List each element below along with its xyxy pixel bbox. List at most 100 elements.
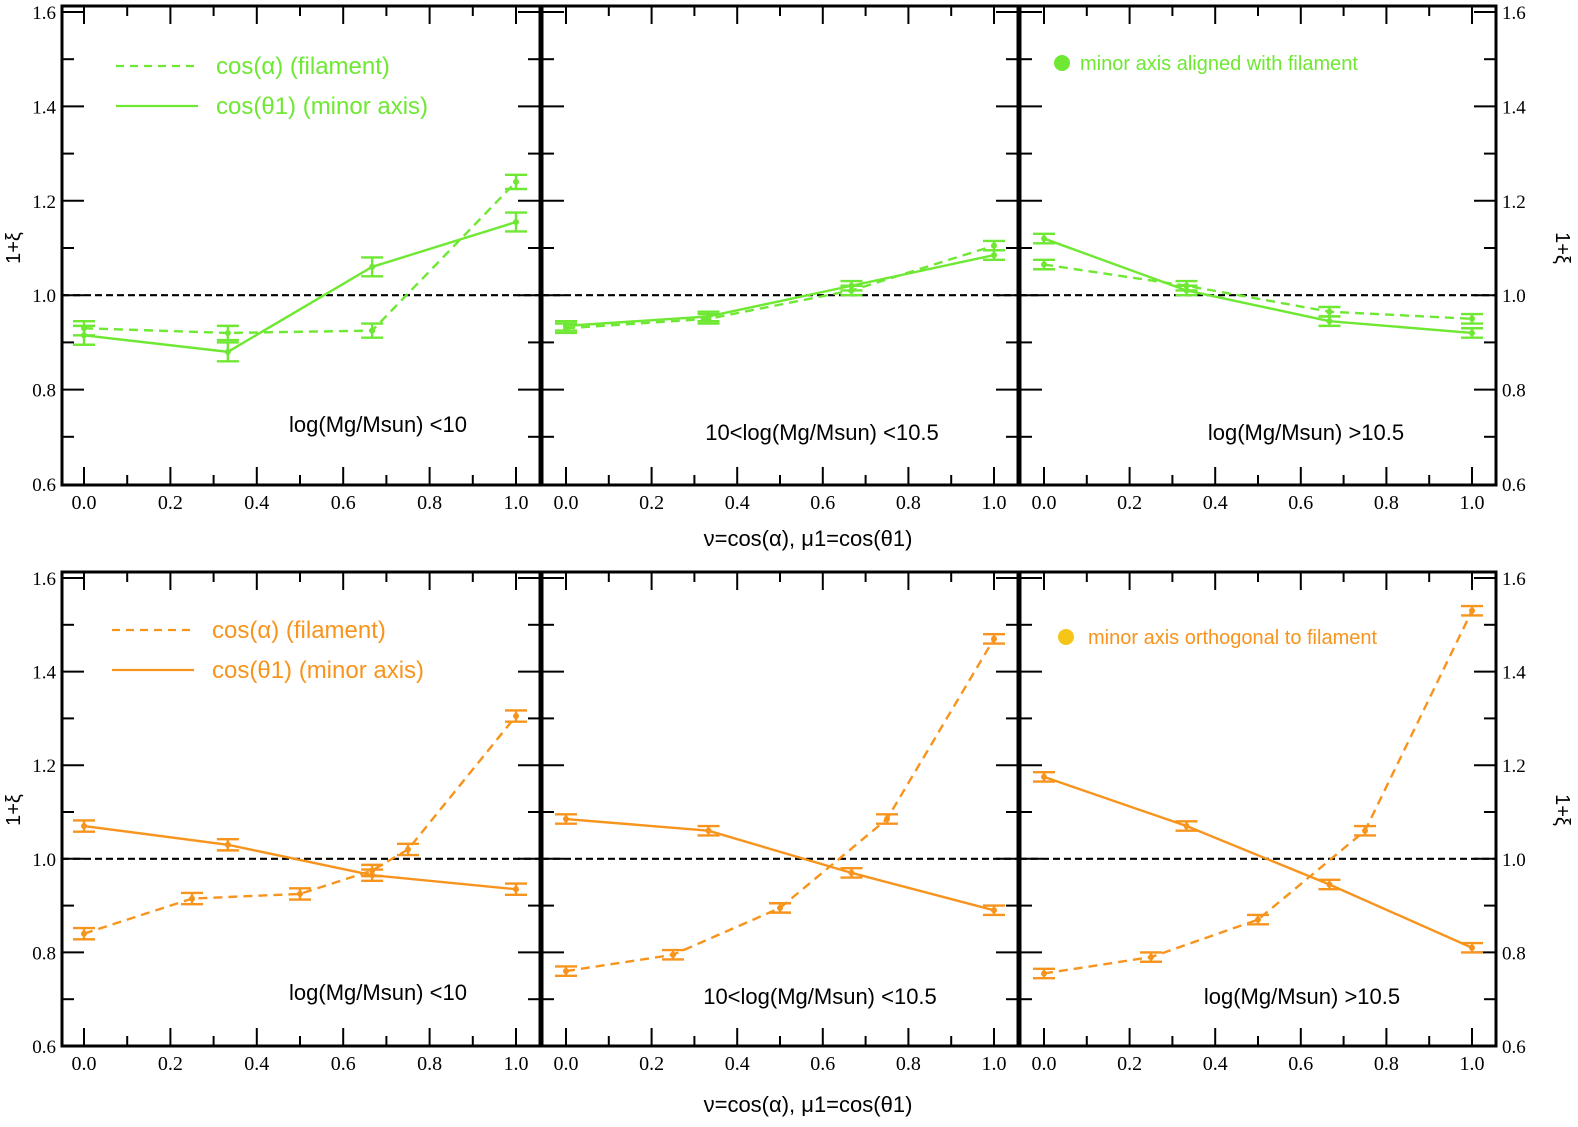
x-tick-label: 1.0 [1460, 492, 1485, 514]
x-tick-label: 0.2 [158, 1053, 183, 1075]
x-tick-label: 1.0 [1460, 1053, 1485, 1075]
y-tick-label: 1.2 [1502, 756, 1526, 777]
y-tick-label: 0.8 [1502, 381, 1526, 402]
legend-solid-label-top: cos(θ1) (minor axis) [216, 93, 428, 120]
panel-frame [540, 570, 1020, 1048]
panel-label-r1-c0: log(Mg/Msun) <10 [289, 980, 467, 1005]
y-tick-label: 1.0 [32, 286, 56, 307]
x-tick-label: 0.6 [810, 492, 835, 514]
data-point [1362, 827, 1368, 834]
data-point [884, 816, 890, 823]
data-point [369, 872, 376, 879]
data-point [1469, 944, 1475, 951]
x-tick-label: 0.8 [1374, 492, 1399, 514]
panel-label-r0-c1: 10<log(Mg/Msun) <10.5 [705, 420, 939, 445]
x-tick-label: 0.6 [331, 492, 356, 514]
series-line-solid [1043, 775, 1473, 949]
data-point [848, 869, 855, 876]
x-tick-label: 0.6 [331, 1053, 356, 1075]
x-tick-label: 0.4 [244, 1053, 269, 1075]
y-tick-label: 1.4 [1502, 97, 1526, 118]
y-tick-label: 1.2 [32, 756, 56, 777]
data-point [369, 263, 376, 270]
annotation-top: minor axis aligned with filament [1054, 53, 1358, 75]
x-tick-label: 0.0 [1032, 1053, 1057, 1075]
data-point [513, 219, 519, 226]
y-tick-label: 1.0 [1502, 850, 1526, 871]
data-point [1183, 287, 1190, 294]
y-tick-label: 1.6 [32, 3, 56, 24]
annotation-text-top: minor axis aligned with filament [1080, 53, 1358, 75]
legend-bottom: cos(α) (filament) cos(θ1) (minor axis) [112, 617, 424, 684]
data-point [705, 827, 712, 834]
x-tick-label: 1.0 [982, 1053, 1007, 1075]
y-tick-label: 0.6 [1502, 475, 1526, 496]
x-tick-label: 0.6 [1288, 492, 1313, 514]
y-tick-label: 1.4 [1502, 663, 1526, 684]
panel-label-r0-c0: log(Mg/Msun) <10 [289, 412, 467, 437]
x-tick-label: 0.0 [554, 492, 579, 514]
y-tick-label: 0.6 [1502, 1037, 1526, 1058]
panel-r1-c0: 0.0 0.2 0.4 0.6 0.8 1.0 0.6 0.8 1.0 1.2 1.4 1.6 [32, 569, 542, 1075]
data-point [1326, 881, 1333, 888]
series-line-dashed [565, 638, 996, 973]
x-tick-label: 0.4 [1203, 492, 1228, 514]
panel-r0-c2: 0.0 0.2 0.4 0.6 0.8 1.0 0.6 0.8 1.0 1.2 1.4 1.6 [1018, 3, 1526, 514]
data-point [563, 816, 569, 823]
panel-r1-c1: 0.0 0.2 0.4 0.6 0.8 1.0 [540, 570, 1020, 1075]
series-line-dashed [1043, 263, 1473, 320]
data-point [297, 890, 303, 897]
data-point [81, 930, 87, 937]
y-tick-label: 1.4 [32, 663, 56, 684]
panel-frame [1018, 4, 1498, 487]
data-point [1469, 607, 1475, 614]
series-line-solid [565, 253, 995, 328]
annotation-dot-bottom [1058, 629, 1074, 645]
x-tick-label: 1.0 [504, 1053, 529, 1075]
x-axis-title-bottom: ν=cos(α), μ1=cos(θ1) [704, 1092, 913, 1117]
y-tick-label: 0.8 [32, 381, 56, 402]
data-point [189, 895, 195, 902]
x-tick-label: 0.2 [1117, 1053, 1142, 1075]
y-tick-label: 0.8 [32, 943, 56, 964]
series-line-dashed [83, 715, 517, 935]
annotation-text-bottom: minor axis orthogonal to filament [1088, 627, 1377, 649]
annotation-dot-top [1054, 55, 1070, 71]
y-tick-label: 1.0 [32, 850, 56, 871]
x-tick-label: 0.0 [554, 1053, 579, 1075]
x-tick-label: 1.0 [504, 492, 529, 514]
y-tick-label: 0.8 [1502, 943, 1526, 964]
data-point [224, 841, 231, 848]
plots-layer: 0.0 0.2 0.4 0.6 0.8 1.0 0.6 0.8 1.0 1.2 1.4 1.6 0.0 0… [32, 3, 1526, 1075]
x-tick-label: 0.4 [244, 492, 269, 514]
data-point [513, 713, 519, 720]
series-line-solid [1043, 237, 1473, 335]
data-point [1469, 315, 1475, 322]
data-point [1326, 318, 1333, 325]
legend-dashed-label-bottom: cos(α) (filament) [212, 617, 386, 644]
series-line-dashed [565, 244, 995, 330]
panel-label-r0-c2: log(Mg/Msun) >10.5 [1208, 420, 1404, 445]
panel-r1-c2: 0.0 0.2 0.4 0.6 0.8 1.0 0.6 0.8 1.0 1.2 1.4 1.6 [1018, 569, 1526, 1075]
series-line-dashed [1043, 610, 1474, 975]
x-tick-label: 1.0 [982, 492, 1007, 514]
x-tick-label: 0.8 [896, 492, 921, 514]
series-line-solid [83, 220, 517, 354]
x-tick-label: 0.8 [896, 1053, 921, 1075]
y-axis-title-top-left: 1+ξ [3, 232, 25, 264]
x-tick-label: 0.8 [417, 1053, 442, 1075]
data-point [1469, 329, 1475, 336]
x-tick-label: 0.0 [72, 1053, 97, 1075]
x-tick-label: 0.4 [725, 1053, 750, 1075]
y-tick-label: 1.4 [32, 97, 56, 118]
data-point [563, 968, 569, 975]
data-point [513, 178, 519, 185]
data-point [224, 348, 231, 355]
y-axis-title-bottom-right: 1+ξ [1551, 794, 1573, 826]
data-point [1255, 916, 1261, 923]
data-point [405, 846, 411, 853]
data-point [81, 823, 87, 830]
series-line-dashed [83, 181, 517, 335]
data-point [670, 951, 676, 958]
